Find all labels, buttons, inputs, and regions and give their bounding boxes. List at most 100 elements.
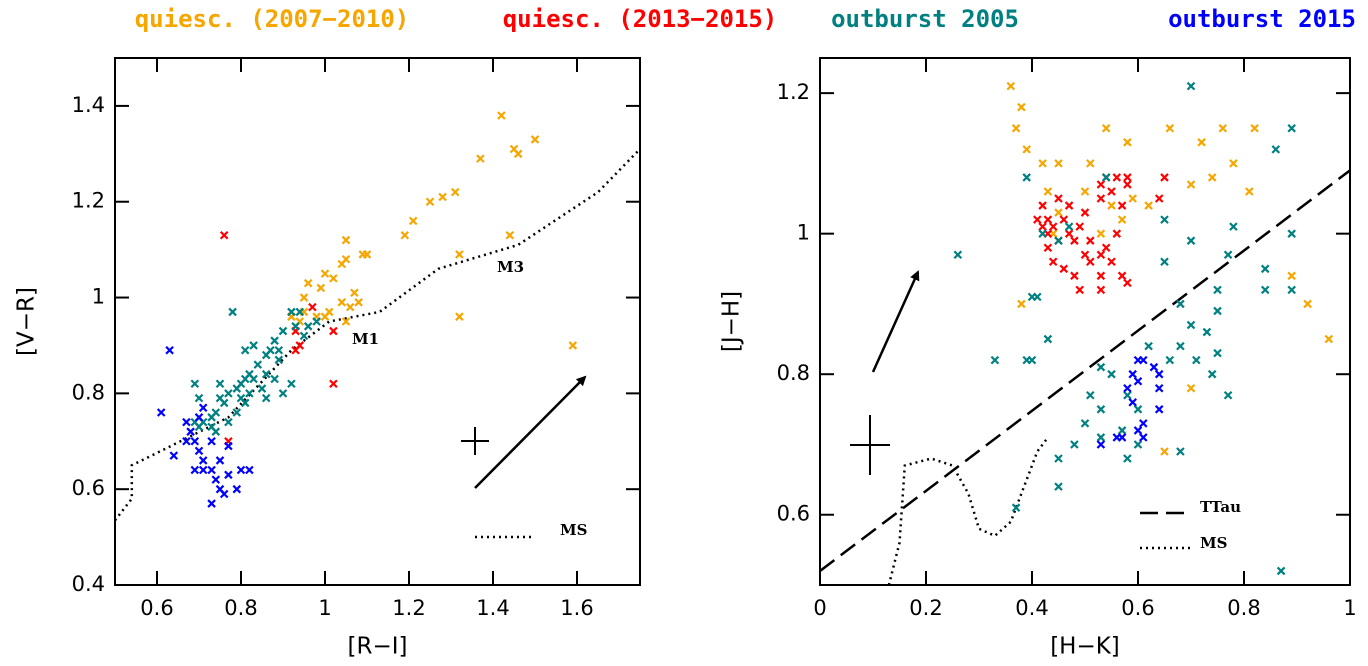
point (270, 374, 279, 384)
y-tick-label: 1 (92, 285, 105, 309)
point (287, 379, 296, 389)
point (261, 369, 271, 379)
point (1033, 292, 1042, 302)
y-tick-label: 1.2 (777, 80, 810, 104)
point (320, 269, 330, 278)
point (341, 235, 351, 245)
point (261, 350, 271, 360)
point (1271, 145, 1281, 154)
point (1213, 348, 1222, 358)
point (211, 427, 221, 436)
point (249, 374, 258, 384)
point (1117, 215, 1127, 224)
point (1123, 138, 1132, 147)
point (1154, 369, 1164, 379)
point (1096, 271, 1106, 281)
point (345, 302, 355, 312)
point (1086, 236, 1095, 245)
point (1107, 369, 1116, 379)
point (1033, 215, 1042, 224)
point (270, 336, 279, 345)
point (1101, 173, 1111, 182)
point (320, 312, 330, 321)
x-tick-label: 1 (318, 596, 331, 620)
x-tick-label: 1.2 (392, 596, 425, 620)
point (198, 403, 208, 413)
point (1080, 208, 1090, 217)
reddening-arrow (871, 270, 920, 373)
point (476, 154, 485, 163)
point (1101, 123, 1111, 133)
point (1075, 222, 1084, 231)
reddening-arrow (474, 375, 587, 489)
point (1117, 426, 1127, 435)
point (1070, 236, 1079, 245)
point (156, 408, 166, 417)
point (207, 413, 216, 422)
point (1011, 123, 1021, 133)
point (274, 355, 284, 365)
legend-entry: MS (1200, 534, 1227, 552)
point (207, 436, 216, 446)
point (1054, 159, 1063, 168)
point (1133, 376, 1143, 386)
point (1080, 419, 1090, 428)
point (505, 230, 515, 240)
point (1080, 187, 1090, 196)
point (1038, 201, 1047, 210)
point (1176, 447, 1185, 456)
point (425, 197, 435, 207)
point (1086, 257, 1095, 267)
point (1017, 102, 1026, 112)
point (190, 436, 200, 446)
point (1096, 180, 1106, 189)
x-tick-label: 1 (1343, 596, 1356, 620)
point (215, 456, 225, 465)
point (1128, 369, 1137, 379)
point (1260, 264, 1270, 274)
point (198, 456, 208, 465)
point (194, 393, 204, 403)
point (1133, 440, 1143, 449)
point (1123, 278, 1132, 288)
point (287, 307, 296, 317)
point (1128, 194, 1137, 203)
point (240, 345, 250, 355)
point (1186, 383, 1196, 393)
x-tick-label: 0.8 (224, 596, 257, 620)
point (1038, 222, 1047, 231)
point (1144, 201, 1153, 210)
point (1054, 194, 1063, 203)
model-line (820, 169, 1350, 572)
point (1197, 138, 1206, 147)
point (291, 322, 300, 331)
point (245, 389, 254, 398)
point (186, 427, 195, 436)
legend-entry: outburst 2005 (831, 5, 1019, 33)
point (1154, 383, 1164, 393)
point (1149, 362, 1159, 372)
point (1207, 173, 1217, 182)
point (182, 417, 191, 427)
point (1123, 454, 1132, 463)
point (1202, 327, 1212, 337)
point (303, 322, 313, 331)
point (257, 384, 267, 393)
point (232, 384, 242, 393)
point (316, 283, 326, 293)
point (308, 302, 317, 312)
point (1176, 299, 1185, 309)
point (1043, 187, 1053, 196)
point (1186, 236, 1196, 245)
point (299, 293, 309, 302)
point (1303, 299, 1312, 309)
point (1287, 229, 1296, 238)
point (1133, 405, 1143, 414)
point (341, 317, 351, 326)
point (1096, 433, 1106, 442)
point (1186, 180, 1196, 189)
y-tick-label: 1.4 (72, 93, 105, 117)
point (1192, 355, 1201, 365)
point (1022, 145, 1031, 154)
point (1059, 215, 1069, 224)
